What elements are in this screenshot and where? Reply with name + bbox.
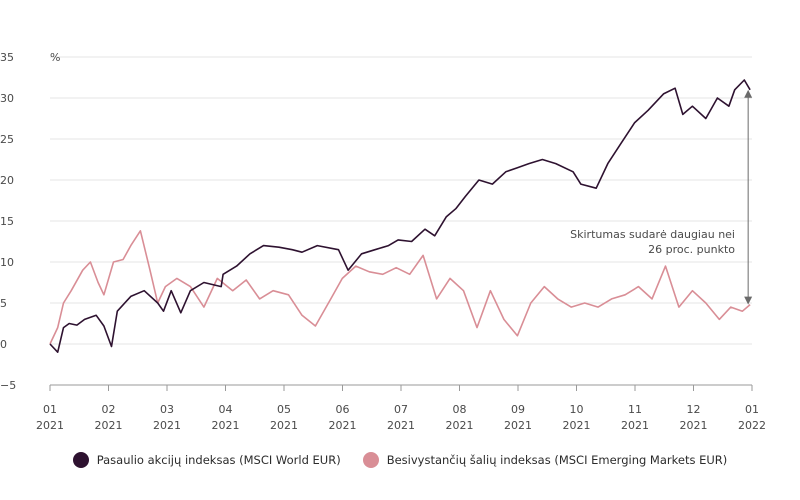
- x-tick-month: 10: [570, 403, 584, 416]
- gridlines: [50, 56, 752, 386]
- x-tick-month: 03: [160, 403, 174, 416]
- legend-marker-world: [72, 452, 89, 468]
- y-tick-label: 20: [0, 174, 14, 187]
- x-tick-month: 12: [687, 403, 701, 416]
- x-axis: 01 2021 02 2021 03 2021 04 2021 05 2021 06 2021 07 20…: [36, 384, 766, 432]
- x-tick-year: 2022: [738, 419, 766, 432]
- x-tick-year: 2021: [95, 419, 123, 432]
- x-tick-year: 2021: [270, 419, 298, 432]
- legend: Pasaulio akcijų indeksas (MSCI World EUR…: [0, 452, 800, 468]
- line-chart: 35 30 25 20 15 10 5 0 −5 % 01 2021 02 2021 03 2021 04 2…: [0, 51, 766, 432]
- x-tick-month: 09: [511, 403, 525, 416]
- x-tick-year: 2021: [504, 419, 532, 432]
- x-tick-month: 08: [453, 403, 467, 416]
- annotation-line-1: Skirtumas sudarė daugiau nei: [570, 228, 735, 241]
- x-tick-month: 11: [628, 403, 642, 416]
- annotation-line-2: 26 proc. punkto: [648, 243, 735, 256]
- y-tick-label: 10: [0, 256, 14, 269]
- x-tick-month: 07: [394, 403, 408, 416]
- y-tick-label: 0: [0, 338, 7, 351]
- x-tick-year: 2021: [446, 419, 474, 432]
- legend-label-emerging: Besivystančių šalių indeksas (MSCI Emerg…: [386, 453, 728, 467]
- x-tick-month: 01: [43, 403, 57, 416]
- series-lines: [49, 79, 751, 354]
- x-tick-year: 2021: [329, 419, 357, 432]
- annotation-arrow-head-bottom: [744, 296, 753, 305]
- x-tick-year: 2021: [621, 419, 649, 432]
- x-tick-year: 2021: [36, 419, 64, 432]
- series-line-emerging: [49, 230, 751, 345]
- legend-marker-emerging: [362, 452, 379, 468]
- x-tick-month: 02: [102, 403, 116, 416]
- x-tick-year: 2021: [212, 419, 240, 432]
- y-tick-label: 15: [0, 215, 14, 228]
- x-tick-year: 2021: [387, 419, 415, 432]
- legend-item-world: Pasaulio akcijų indeksas (MSCI World EUR…: [72, 452, 341, 468]
- series-line-world: [49, 79, 751, 354]
- x-tick-month: 01: [745, 403, 759, 416]
- annotation-arrow-head-top: [744, 89, 753, 98]
- y-unit-label: %: [50, 51, 60, 64]
- y-tick-label: 30: [0, 92, 14, 105]
- y-axis: 35 30 25 20 15 10 5 0 −5: [0, 51, 16, 392]
- x-tick-month: 04: [219, 403, 233, 416]
- legend-label-world: Pasaulio akcijų indeksas (MSCI World EUR…: [96, 453, 341, 467]
- x-tick-year: 2021: [563, 419, 591, 432]
- x-tick-month: 05: [277, 403, 291, 416]
- y-tick-label: 5: [0, 297, 7, 310]
- y-tick-label: 35: [0, 51, 14, 64]
- legend-item-emerging: Besivystančių šalių indeksas (MSCI Emerg…: [362, 452, 728, 468]
- x-tick-year: 2021: [680, 419, 708, 432]
- difference-annotation: Skirtumas sudarė daugiau nei 26 proc. pu…: [570, 89, 753, 305]
- x-tick-year: 2021: [153, 419, 181, 432]
- y-tick-label: −5: [0, 379, 16, 392]
- y-tick-label: 25: [0, 133, 14, 146]
- x-tick-month: 06: [336, 403, 350, 416]
